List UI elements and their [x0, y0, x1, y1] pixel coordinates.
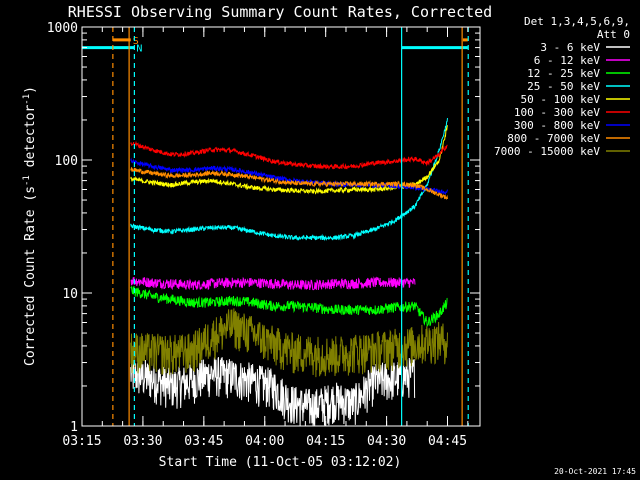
series-line: [130, 118, 448, 242]
y-axis-label-part: detector: [23, 105, 38, 176]
legend-entry-label: 7000 - 15000 keV: [494, 145, 600, 158]
series-line: [130, 356, 416, 427]
x-tick-label: 04:45: [428, 434, 467, 449]
series-line: [130, 308, 448, 378]
y-axis-label-sup: -1: [22, 94, 32, 105]
x-axis: 03:15 03:30 03:45 04:00 04:15 04:30 04:45: [62, 27, 469, 449]
y-tick-label: 100: [55, 154, 78, 169]
y-axis: 1 10 100 1000: [47, 21, 480, 435]
y-axis-label-sup: -1: [22, 175, 32, 186]
attenuator-bands: SN: [82, 36, 468, 55]
series-line: [130, 285, 448, 327]
legend-entry-label: 800 - 7000 keV: [507, 132, 600, 145]
series-line: [130, 167, 448, 201]
legend-entry-label: 12 - 25 keV: [527, 67, 600, 80]
legend-entry-label: 300 - 800 keV: [514, 119, 600, 132]
legend-header: Det 1,3,4,5,6,9,: [524, 15, 630, 28]
legend-entry-label: 100 - 300 keV: [514, 106, 600, 119]
legend-entry-label: 3 - 6 keV: [540, 41, 600, 54]
legend-entry-label: 50 - 100 keV: [521, 93, 601, 106]
x-tick-label: 04:30: [367, 434, 406, 449]
x-axis-label: Start Time (11-Oct-05 03:12:02): [159, 455, 402, 470]
series-line: [130, 140, 448, 170]
y-axis-label: Corrected Count Rate (s-1 detector-1): [22, 86, 38, 366]
x-tick-label: 04:00: [245, 434, 284, 449]
chart-title: RHESSI Observing Summary Count Rates, Co…: [68, 3, 492, 21]
vertical-markers: [112, 27, 469, 426]
x-tick-label: 03:30: [123, 434, 162, 449]
y-axis-label-part: ): [23, 86, 38, 94]
plot-frame: [81, 26, 481, 427]
x-tick-label: 03:15: [62, 434, 101, 449]
footer-timestamp: 20-Oct-2021 17:45: [554, 467, 636, 476]
band-label: S: [133, 36, 139, 47]
y-tick-label: 10: [62, 287, 78, 302]
y-tick-label: 1: [70, 420, 78, 435]
x-tick-label: 03:45: [184, 434, 223, 449]
legend-entry-label: 25 - 50 keV: [527, 80, 600, 93]
y-axis-label-part: Corrected Count Rate (s: [23, 186, 38, 366]
legend-entry-label: 6 - 12 keV: [534, 54, 601, 67]
series-line: [130, 276, 416, 291]
legend-header: Att 0: [597, 28, 630, 41]
x-tick-label: 04:15: [306, 434, 345, 449]
band-label: N: [136, 44, 142, 55]
series-layer: [130, 118, 448, 427]
y-tick-label: 1000: [47, 21, 78, 36]
